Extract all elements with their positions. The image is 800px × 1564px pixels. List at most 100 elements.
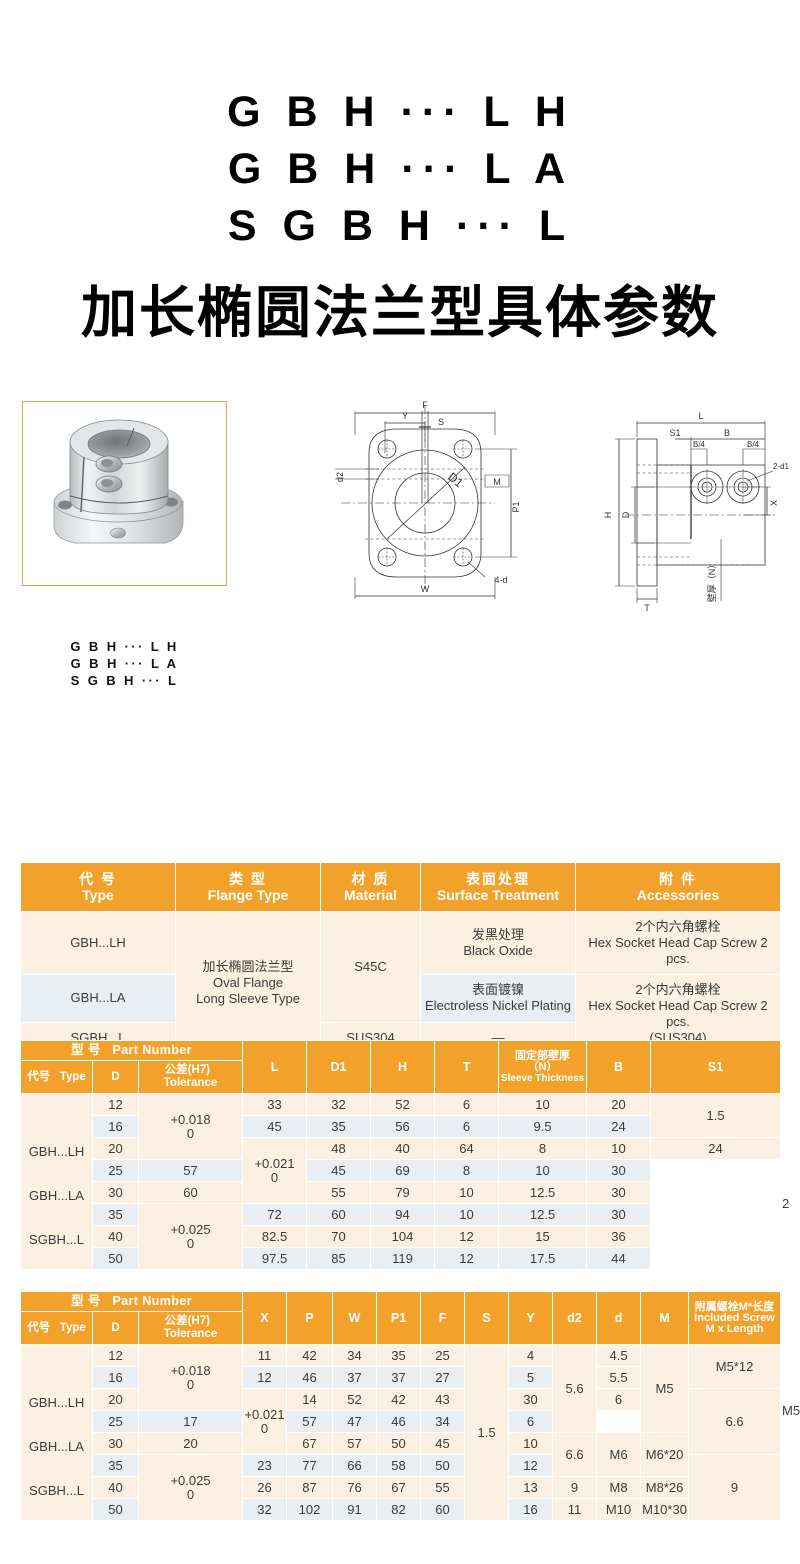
- th-tolerance-sub: 公差(H7) Tolerance: [137, 1060, 244, 1094]
- cell-P: 67: [286, 1432, 334, 1455]
- cell-D: 20: [92, 1388, 139, 1411]
- th-surface-treatment: 表面处理 Surface Treatment: [420, 862, 576, 912]
- cell-flange-type: 加长椭圆法兰型 Oval Flange Long Sleeve Type: [175, 911, 321, 1054]
- cell-H: 64: [434, 1137, 500, 1160]
- cell-X: 26: [242, 1476, 288, 1499]
- cell-tolerance: +0.025 0: [137, 1203, 244, 1270]
- th-S1: S1: [650, 1040, 782, 1094]
- table-row: 30 60 55 79 10 12.5 30: [21, 1181, 781, 1204]
- th-tolerance-2-cn: 公差(H7): [164, 1315, 210, 1327]
- cell-Y: 16: [508, 1498, 554, 1521]
- dimension-table-2: 型 号 Part Number X P W P1 F S Y d2 d M 附属: [19, 1291, 800, 1521]
- cell-P: 57: [286, 1410, 334, 1433]
- cell-d2: 5.6: [552, 1344, 598, 1433]
- cell-F: 55: [420, 1476, 466, 1499]
- cell-F: 25: [420, 1344, 466, 1367]
- table3-group-header-row: 型 号 Part Number X P W P1 F S Y d2 d M 附属: [19, 1291, 782, 1345]
- table-row: 20 +0.021 0 48 40 64 8 10 24 2: [21, 1137, 789, 1210]
- th-type-sub-2: 代号 Type: [20, 1311, 93, 1345]
- cell-B: 30: [586, 1159, 652, 1182]
- cell-P1: 37: [376, 1366, 422, 1389]
- cell-T: 10: [434, 1181, 500, 1204]
- cell-sleeve-thickness: 12.5: [498, 1203, 588, 1226]
- cell-T: 6: [434, 1115, 500, 1138]
- cell-P1: 82: [376, 1498, 422, 1521]
- cell-D: 50: [92, 1247, 139, 1270]
- cell-tolerance: +0.025 0: [137, 1454, 244, 1521]
- th-flange-type-en: Flange Type: [207, 887, 289, 903]
- th-type-cn: 代 号: [79, 871, 117, 887]
- sleeve-h-l2: （N）: [527, 1060, 558, 1073]
- th-tolerance-cn: 公差(H7): [164, 1064, 210, 1076]
- cell-X: 14: [286, 1388, 334, 1411]
- cell-D1: 85: [306, 1247, 372, 1270]
- cell-D: 50: [92, 1498, 139, 1521]
- front-view-drawing: F Y S d2 M D1 P1 4-d W: [335, 391, 555, 626]
- accessories-1-en: Hex Socket Head Cap Screw 2 pcs.: [588, 998, 768, 1029]
- cell-P1: 58: [376, 1454, 422, 1477]
- th-F: F: [420, 1291, 466, 1345]
- side-label-T: T: [644, 603, 650, 613]
- table-row: 25 17 57 47 46 34 6: [21, 1410, 781, 1433]
- cell-P: 87: [286, 1476, 334, 1499]
- type-label-0: GBH...LH: [28, 1144, 85, 1159]
- front-label-d2: d2: [335, 472, 345, 482]
- cell-T: 12: [434, 1225, 500, 1248]
- cell-D1: 60: [306, 1203, 372, 1226]
- th-tolerance-sub-2: 公差(H7) Tolerance: [137, 1311, 244, 1345]
- accessories-0-en: Hex Socket Head Cap Screw 2 pcs.: [588, 935, 768, 966]
- product-code-line-2: G B H ··· L A: [227, 145, 573, 193]
- cell-D: 12: [92, 1344, 139, 1367]
- cell-W: 91: [332, 1498, 378, 1521]
- cell-D: 25: [92, 1410, 139, 1433]
- th-material-cn: 材 质: [351, 871, 390, 887]
- th-material-en: Material: [344, 887, 397, 903]
- product-photo-frame: [22, 401, 227, 586]
- cell-Y: 5: [508, 1366, 554, 1389]
- front-label-4d: 4-d: [494, 575, 507, 585]
- cell-D: 40: [92, 1476, 139, 1499]
- table-row: 35 +0.025 0 23 77 66 58 50 12 9: [21, 1454, 782, 1521]
- dimension-table-1: 型 号 Part Number L D1 H T 固定部壁厚 （N） Sleev…: [19, 1040, 789, 1270]
- cell-W: 37: [332, 1366, 378, 1389]
- cell-included-screw: M8*26: [640, 1476, 690, 1499]
- cell-F: 50: [420, 1454, 466, 1477]
- th-type-en: Type: [82, 887, 114, 903]
- cell-D1: 35: [306, 1115, 372, 1138]
- type-label-2: SGBH...L: [29, 1482, 84, 1498]
- surface-1-en: Electroless Nickel Plating: [425, 998, 571, 1014]
- table-row: 50 97.5 85 119 12 17.5 44: [21, 1247, 781, 1270]
- cell-P1: 35: [376, 1344, 422, 1367]
- th-tolerance-en: Tolerance: [163, 1077, 218, 1089]
- screw-h-l2: Included Screw: [694, 1311, 775, 1324]
- accessories-0-cn: 2个内六角螺栓: [635, 919, 721, 934]
- cell-X: 17: [137, 1410, 244, 1433]
- cell-B: 36: [586, 1225, 652, 1248]
- cell-S1: 1.5: [650, 1093, 782, 1138]
- th-type-sub-cn: 代号: [27, 1070, 51, 1083]
- table-row: 16 12 46 37 37 27 5 5.5: [21, 1366, 781, 1389]
- cell-H: 119: [370, 1247, 436, 1270]
- table-row: GBH...LA 表面镀镍 Electroless Nickel Plating…: [20, 974, 781, 1054]
- table2-sub-header-row: 代号 Type D 公差(H7) Tolerance: [20, 1060, 781, 1094]
- cell-type-group: GBH...LH GBH...LA SGBH...L: [20, 1344, 93, 1521]
- table-row: 25 57 45 69 8 10 30: [21, 1159, 781, 1182]
- cell-Y: 6: [508, 1410, 554, 1433]
- th-part-number-en: Part Number: [112, 1043, 192, 1057]
- side-label-wall-thickness: 壁厚（N）: [706, 560, 717, 603]
- side-label-H: H: [603, 512, 613, 519]
- cell-W: 47: [332, 1410, 378, 1433]
- cell-material-s45c: S45C: [320, 911, 421, 1023]
- th-D-sub-2: D: [92, 1311, 139, 1345]
- th-flange-type-cn: 类 型: [229, 871, 267, 887]
- side-label-2d1: 2-d1: [773, 462, 790, 471]
- cell-M: M8: [596, 1476, 642, 1499]
- cell-W: 57: [332, 1432, 378, 1455]
- cell-d: 5.5: [596, 1366, 642, 1389]
- cell-d2: 9: [552, 1476, 598, 1499]
- side-label-L: L: [698, 411, 703, 421]
- front-label-W: W: [421, 584, 430, 594]
- table-row: GBH...LH GBH...LA SGBH...L 12 +0.018 0 33 32 52 6…: [20, 1093, 782, 1270]
- general-spec-table: 代 号 Type 类 型 Flange Type 材 质 Material 表面…: [20, 862, 781, 1055]
